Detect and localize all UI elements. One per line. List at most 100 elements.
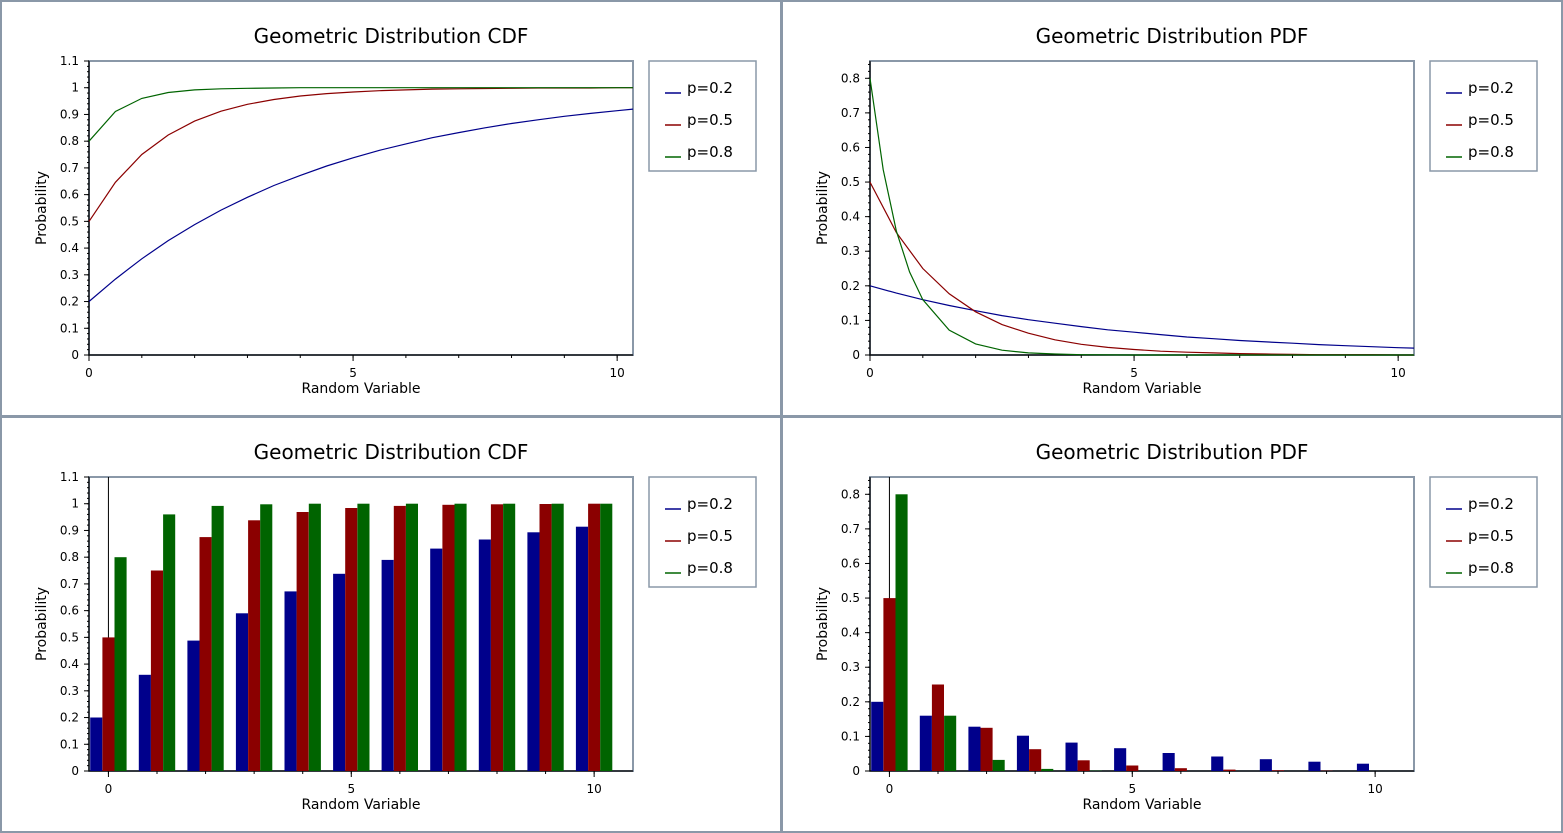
y-tick-label: 0.9 xyxy=(60,523,79,537)
y-tick-label: 1.1 xyxy=(60,470,79,484)
bar xyxy=(1223,769,1236,771)
y-tick-label: 0 xyxy=(71,764,79,778)
x-tick-label: 5 xyxy=(1128,782,1136,796)
legend-label: p=0.2 xyxy=(687,79,733,97)
bar xyxy=(490,504,503,771)
legend-label: p=0.8 xyxy=(1468,143,1514,161)
bar xyxy=(211,505,224,771)
plot-frame xyxy=(88,60,634,356)
bar xyxy=(1259,759,1272,771)
legend-label: p=0.2 xyxy=(1468,79,1514,97)
x-tick-label: 0 xyxy=(886,782,894,796)
legend-box xyxy=(648,476,757,588)
bar xyxy=(430,548,443,771)
x-tick-label: 0 xyxy=(85,366,93,380)
y-tick-label: 0.8 xyxy=(841,71,860,85)
bar xyxy=(919,715,932,771)
y-tick-label: 0.6 xyxy=(60,604,79,618)
chart-title: Geometric Distribution CDF xyxy=(254,440,529,464)
series-line xyxy=(869,78,1414,356)
bar xyxy=(187,640,200,771)
cdf-line-chart: Geometric Distribution CDF 0 0.1 0.2 0.3 0.4 0… xyxy=(34,24,757,397)
bar xyxy=(895,494,908,771)
pdf-bar-chart: Geometric Distribution PDF 0 0.1 0.2 0.3 0.4 0… xyxy=(815,440,1538,813)
y-tick-label: 0.5 xyxy=(60,630,79,644)
y-tick-label: 0.5 xyxy=(841,591,860,605)
y-axis-label: Probability xyxy=(815,171,831,245)
bar xyxy=(992,759,1005,771)
bar xyxy=(296,512,309,771)
legend-label: p=0.5 xyxy=(687,527,733,545)
bar xyxy=(478,539,491,771)
legend-label: p=0.8 xyxy=(1468,559,1514,577)
legend-label: p=0.5 xyxy=(1468,527,1514,545)
y-tick-label: 0.1 xyxy=(60,321,79,335)
bar xyxy=(454,503,467,771)
bar xyxy=(1126,765,1139,771)
bar xyxy=(944,715,957,771)
y-tick-label: 0.1 xyxy=(841,313,860,327)
x-tick-label: 10 xyxy=(587,782,602,796)
legend-label: p=0.8 xyxy=(687,559,733,577)
bar xyxy=(163,514,176,771)
y-tick-label: 0.7 xyxy=(60,161,79,175)
x-axis-label: Random Variable xyxy=(1082,797,1201,813)
chart-title: Geometric Distribution PDF xyxy=(1036,24,1309,48)
y-tick-label: 0.6 xyxy=(841,140,860,154)
y-tick-label: 0.2 xyxy=(60,711,79,725)
bar xyxy=(968,726,981,771)
x-tick-label: 10 xyxy=(1368,782,1383,796)
y-tick-label: 0.4 xyxy=(841,210,860,224)
bar xyxy=(345,508,358,771)
series-line xyxy=(88,87,633,142)
y-tick-label: 0.7 xyxy=(841,522,860,536)
y-tick-label: 0.2 xyxy=(60,295,79,309)
y-tick-label: 0.3 xyxy=(841,244,860,258)
y-tick-label: 0.1 xyxy=(841,729,860,743)
x-tick-label: 5 xyxy=(1130,366,1138,380)
series-line xyxy=(869,285,1415,349)
legend-label: p=0.2 xyxy=(1468,495,1514,513)
series-line xyxy=(88,87,633,222)
y-tick-label: 0.8 xyxy=(60,134,79,148)
y-tick-label: 0.4 xyxy=(60,657,79,671)
legend-label: p=0.5 xyxy=(1468,111,1514,129)
legend-label: p=0.5 xyxy=(687,111,733,129)
bar xyxy=(102,637,115,771)
y-tick-label: 0.3 xyxy=(841,660,860,674)
y-tick-label: 0.1 xyxy=(60,737,79,751)
pdf-bar-chart-panel: Geometric Distribution PDF 0 0.1 0.2 0.3 0.4 0… xyxy=(781,416,1563,833)
y-tick-label: 0 xyxy=(71,348,79,362)
y-tick-label: 0.3 xyxy=(60,268,79,282)
x-axis-label: Random Variable xyxy=(301,381,420,397)
pdf-line-chart-panel: Geometric Distribution PDF 0 0.1 0.2 0.3 0.4 0… xyxy=(781,0,1563,417)
bar xyxy=(90,717,103,771)
bar xyxy=(114,557,127,771)
bar xyxy=(503,503,516,771)
y-tick-label: 0.6 xyxy=(841,556,860,570)
cdf-line-chart-panel: Geometric Distribution CDF 0 0.1 0.2 0.3 0.4 0… xyxy=(0,0,782,417)
y-tick-label: 0 xyxy=(852,764,860,778)
x-tick-label: 5 xyxy=(349,366,357,380)
bar xyxy=(1016,735,1029,771)
y-tick-label: 0.9 xyxy=(60,107,79,121)
x-tick-label: 10 xyxy=(610,366,625,380)
bar xyxy=(1041,768,1054,771)
bar xyxy=(393,505,406,771)
bar xyxy=(260,504,273,771)
y-tick-label: 0.5 xyxy=(60,214,79,228)
bar xyxy=(235,613,248,771)
bar xyxy=(442,504,455,771)
y-tick-label: 0.2 xyxy=(841,279,860,293)
x-tick-label: 5 xyxy=(347,782,355,796)
bar xyxy=(551,503,564,771)
bar xyxy=(883,598,896,771)
y-tick-label: 1 xyxy=(71,81,79,95)
y-tick-label: 0 xyxy=(852,348,860,362)
bar xyxy=(405,503,418,771)
bar xyxy=(381,559,394,771)
y-axis-label: Probability xyxy=(815,587,831,661)
bar xyxy=(871,701,884,771)
series-line xyxy=(88,108,634,302)
series-line xyxy=(869,181,1414,356)
